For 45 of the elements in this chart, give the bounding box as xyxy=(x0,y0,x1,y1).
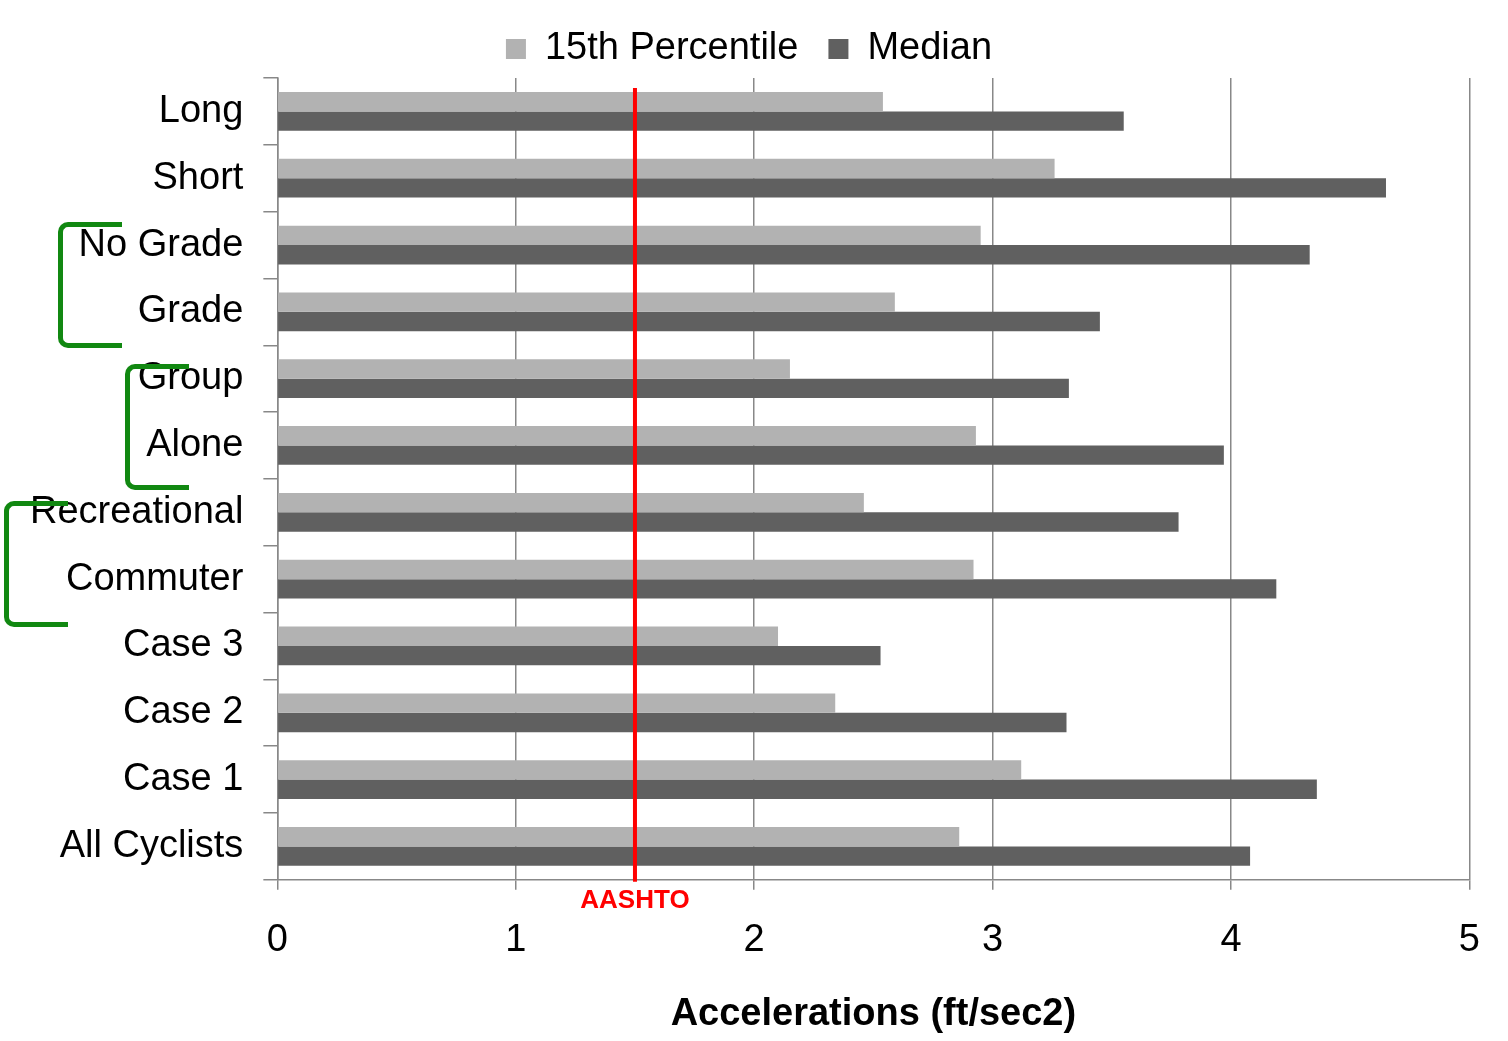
y-tick-label: All Cyclists xyxy=(59,822,244,865)
legend-label: Median xyxy=(867,25,993,68)
bar xyxy=(278,760,1022,780)
bar xyxy=(278,579,1277,599)
bar xyxy=(278,712,1067,733)
x-tick-label: 0 xyxy=(266,917,288,960)
x-tick-label: 3 xyxy=(982,917,1004,960)
y-tick-label: Case 2 xyxy=(122,689,244,732)
bar xyxy=(278,693,836,713)
bar xyxy=(278,779,1317,799)
bar xyxy=(278,178,1386,198)
legend-label: 15th Percentile xyxy=(544,25,799,68)
ref-line-label: AASHTO xyxy=(580,883,690,914)
x-tick-label: 5 xyxy=(1458,917,1480,960)
bar xyxy=(278,245,1310,265)
bar xyxy=(278,225,981,246)
bar xyxy=(278,92,883,112)
bar xyxy=(278,359,790,379)
bar xyxy=(278,827,960,847)
bar xyxy=(278,378,1069,399)
bar xyxy=(278,158,1055,179)
x-tick-label: 1 xyxy=(505,917,527,960)
bar xyxy=(278,512,1179,532)
y-tick-label: Grade xyxy=(137,288,244,331)
y-tick-label: Long xyxy=(158,87,244,130)
x-axis-title: Accelerations (ft/sec2) xyxy=(670,990,1077,1033)
y-tick-label: No Grade xyxy=(78,221,244,264)
bar xyxy=(278,645,881,666)
y-tick-label: Commuter xyxy=(65,555,244,598)
y-tick-label: Case 3 xyxy=(122,622,244,665)
bar xyxy=(278,846,1251,866)
y-tick-label: Case 1 xyxy=(122,756,244,799)
bar xyxy=(278,445,1224,465)
y-tick-label: Short xyxy=(152,154,244,197)
y-tick-label: Recreational xyxy=(30,488,244,531)
bar xyxy=(278,111,1124,131)
y-tick-label: Alone xyxy=(146,421,244,464)
x-tick-label: 4 xyxy=(1220,917,1242,960)
bar xyxy=(278,311,1100,332)
bar xyxy=(278,426,976,446)
bar xyxy=(278,292,895,312)
bar xyxy=(278,492,864,513)
x-tick-label: 2 xyxy=(743,917,765,960)
bar xyxy=(278,626,779,646)
bar xyxy=(278,559,974,580)
